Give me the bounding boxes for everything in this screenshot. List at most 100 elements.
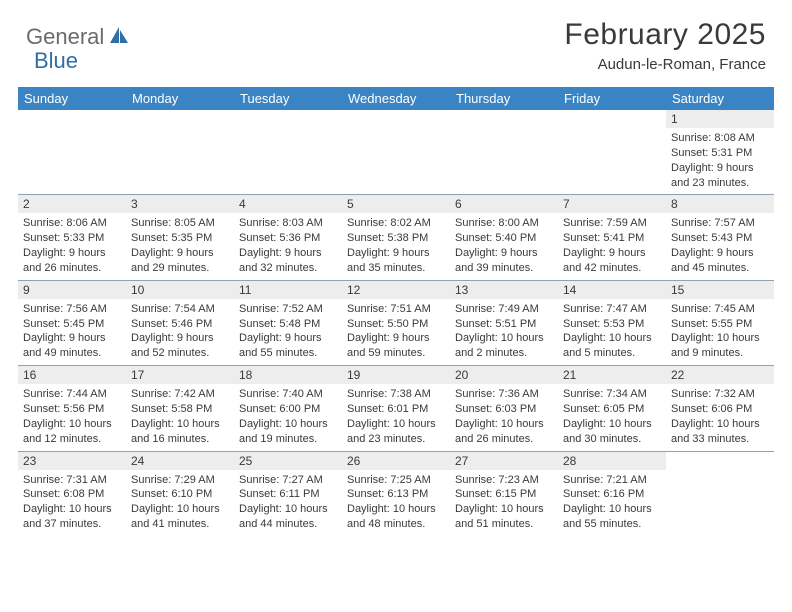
calendar-cell	[666, 451, 774, 536]
day-number: 18	[234, 366, 342, 384]
calendar-cell: 27Sunrise: 7:23 AMSunset: 6:15 PMDayligh…	[450, 451, 558, 536]
day-number: 12	[342, 281, 450, 299]
calendar-cell: 12Sunrise: 7:51 AMSunset: 5:50 PMDayligh…	[342, 280, 450, 365]
day-number: 27	[450, 452, 558, 470]
day-body: Sunrise: 7:47 AMSunset: 5:53 PMDaylight:…	[558, 299, 666, 365]
day-body: Sunrise: 7:34 AMSunset: 6:05 PMDaylight:…	[558, 384, 666, 450]
calendar-cell: 22Sunrise: 7:32 AMSunset: 6:06 PMDayligh…	[666, 366, 774, 451]
calendar-cell	[450, 110, 558, 195]
calendar-head: SundayMondayTuesdayWednesdayThursdayFrid…	[18, 87, 774, 110]
calendar-cell: 7Sunrise: 7:59 AMSunset: 5:41 PMDaylight…	[558, 195, 666, 280]
header: General February 2025 Audun-le-Roman, Fr…	[0, 0, 792, 79]
title-block: February 2025 Audun-le-Roman, France	[564, 18, 766, 73]
calendar-cell: 10Sunrise: 7:54 AMSunset: 5:46 PMDayligh…	[126, 280, 234, 365]
day-number: 28	[558, 452, 666, 470]
calendar-cell: 23Sunrise: 7:31 AMSunset: 6:08 PMDayligh…	[18, 451, 126, 536]
calendar-cell	[126, 110, 234, 195]
day-body: Sunrise: 8:03 AMSunset: 5:36 PMDaylight:…	[234, 213, 342, 279]
calendar-cell: 2Sunrise: 8:06 AMSunset: 5:33 PMDaylight…	[18, 195, 126, 280]
day-body: Sunrise: 7:25 AMSunset: 6:13 PMDaylight:…	[342, 470, 450, 536]
day-number: 15	[666, 281, 774, 299]
day-number: 21	[558, 366, 666, 384]
day-header: Friday	[558, 87, 666, 110]
day-number: 9	[18, 281, 126, 299]
day-number: 4	[234, 195, 342, 213]
calendar-cell: 6Sunrise: 8:00 AMSunset: 5:40 PMDaylight…	[450, 195, 558, 280]
calendar-cell: 5Sunrise: 8:02 AMSunset: 5:38 PMDaylight…	[342, 195, 450, 280]
day-number: 14	[558, 281, 666, 299]
calendar-cell: 4Sunrise: 8:03 AMSunset: 5:36 PMDaylight…	[234, 195, 342, 280]
calendar-cell: 21Sunrise: 7:34 AMSunset: 6:05 PMDayligh…	[558, 366, 666, 451]
day-number: 5	[342, 195, 450, 213]
day-body: Sunrise: 8:06 AMSunset: 5:33 PMDaylight:…	[18, 213, 126, 279]
day-header: Wednesday	[342, 87, 450, 110]
day-body: Sunrise: 7:29 AMSunset: 6:10 PMDaylight:…	[126, 470, 234, 536]
day-body: Sunrise: 7:40 AMSunset: 6:00 PMDaylight:…	[234, 384, 342, 450]
calendar-cell: 16Sunrise: 7:44 AMSunset: 5:56 PMDayligh…	[18, 366, 126, 451]
logo-text-general: General	[26, 24, 104, 50]
logo-sail-icon	[108, 25, 130, 50]
day-body: Sunrise: 8:00 AMSunset: 5:40 PMDaylight:…	[450, 213, 558, 279]
day-body: Sunrise: 7:36 AMSunset: 6:03 PMDaylight:…	[450, 384, 558, 450]
day-number: 19	[342, 366, 450, 384]
calendar-cell: 17Sunrise: 7:42 AMSunset: 5:58 PMDayligh…	[126, 366, 234, 451]
day-header: Tuesday	[234, 87, 342, 110]
day-number: 26	[342, 452, 450, 470]
day-header: Sunday	[18, 87, 126, 110]
day-number: 3	[126, 195, 234, 213]
day-header: Monday	[126, 87, 234, 110]
day-number: 16	[18, 366, 126, 384]
day-number: 22	[666, 366, 774, 384]
day-body: Sunrise: 8:05 AMSunset: 5:35 PMDaylight:…	[126, 213, 234, 279]
day-body: Sunrise: 7:56 AMSunset: 5:45 PMDaylight:…	[18, 299, 126, 365]
day-body: Sunrise: 7:31 AMSunset: 6:08 PMDaylight:…	[18, 470, 126, 536]
day-body: Sunrise: 7:45 AMSunset: 5:55 PMDaylight:…	[666, 299, 774, 365]
day-body: Sunrise: 7:38 AMSunset: 6:01 PMDaylight:…	[342, 384, 450, 450]
day-number: 25	[234, 452, 342, 470]
day-number: 2	[18, 195, 126, 213]
day-number: 1	[666, 110, 774, 128]
day-header: Thursday	[450, 87, 558, 110]
calendar-cell: 26Sunrise: 7:25 AMSunset: 6:13 PMDayligh…	[342, 451, 450, 536]
calendar-cell: 11Sunrise: 7:52 AMSunset: 5:48 PMDayligh…	[234, 280, 342, 365]
day-body: Sunrise: 8:02 AMSunset: 5:38 PMDaylight:…	[342, 213, 450, 279]
calendar-table: SundayMondayTuesdayWednesdayThursdayFrid…	[18, 87, 774, 536]
calendar-cell: 18Sunrise: 7:40 AMSunset: 6:00 PMDayligh…	[234, 366, 342, 451]
day-number: 11	[234, 281, 342, 299]
day-body: Sunrise: 7:27 AMSunset: 6:11 PMDaylight:…	[234, 470, 342, 536]
day-body: Sunrise: 7:52 AMSunset: 5:48 PMDaylight:…	[234, 299, 342, 365]
logo-line2: Blue	[34, 48, 78, 74]
calendar-cell: 24Sunrise: 7:29 AMSunset: 6:10 PMDayligh…	[126, 451, 234, 536]
day-number: 13	[450, 281, 558, 299]
day-number: 10	[126, 281, 234, 299]
day-body: Sunrise: 8:08 AMSunset: 5:31 PMDaylight:…	[666, 128, 774, 194]
day-body: Sunrise: 7:32 AMSunset: 6:06 PMDaylight:…	[666, 384, 774, 450]
day-number: 23	[18, 452, 126, 470]
calendar-cell: 19Sunrise: 7:38 AMSunset: 6:01 PMDayligh…	[342, 366, 450, 451]
day-header: Saturday	[666, 87, 774, 110]
calendar-cell: 15Sunrise: 7:45 AMSunset: 5:55 PMDayligh…	[666, 280, 774, 365]
day-body: Sunrise: 7:49 AMSunset: 5:51 PMDaylight:…	[450, 299, 558, 365]
day-body: Sunrise: 7:59 AMSunset: 5:41 PMDaylight:…	[558, 213, 666, 279]
calendar-cell	[558, 110, 666, 195]
calendar-cell: 1Sunrise: 8:08 AMSunset: 5:31 PMDaylight…	[666, 110, 774, 195]
calendar-cell: 8Sunrise: 7:57 AMSunset: 5:43 PMDaylight…	[666, 195, 774, 280]
location-label: Audun-le-Roman, France	[564, 56, 766, 73]
day-number: 20	[450, 366, 558, 384]
calendar-cell: 25Sunrise: 7:27 AMSunset: 6:11 PMDayligh…	[234, 451, 342, 536]
day-body: Sunrise: 7:21 AMSunset: 6:16 PMDaylight:…	[558, 470, 666, 536]
calendar-cell: 20Sunrise: 7:36 AMSunset: 6:03 PMDayligh…	[450, 366, 558, 451]
calendar-cell	[18, 110, 126, 195]
day-body: Sunrise: 7:23 AMSunset: 6:15 PMDaylight:…	[450, 470, 558, 536]
calendar-cell: 9Sunrise: 7:56 AMSunset: 5:45 PMDaylight…	[18, 280, 126, 365]
logo: General	[26, 18, 132, 50]
calendar-cell	[342, 110, 450, 195]
day-body: Sunrise: 7:57 AMSunset: 5:43 PMDaylight:…	[666, 213, 774, 279]
month-title: February 2025	[564, 18, 766, 52]
logo-text-blue: Blue	[34, 48, 78, 73]
calendar-cell: 14Sunrise: 7:47 AMSunset: 5:53 PMDayligh…	[558, 280, 666, 365]
calendar-cell: 3Sunrise: 8:05 AMSunset: 5:35 PMDaylight…	[126, 195, 234, 280]
calendar-cell: 13Sunrise: 7:49 AMSunset: 5:51 PMDayligh…	[450, 280, 558, 365]
day-body: Sunrise: 7:54 AMSunset: 5:46 PMDaylight:…	[126, 299, 234, 365]
day-body: Sunrise: 7:42 AMSunset: 5:58 PMDaylight:…	[126, 384, 234, 450]
